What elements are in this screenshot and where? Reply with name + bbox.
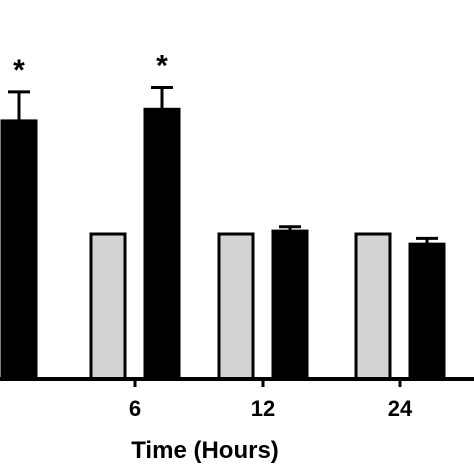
bar-24-series-2 [408, 242, 446, 381]
error-bars-layer [8, 86, 438, 245]
bar-24-series-1 [354, 232, 392, 381]
error-bar-12-series-2 [279, 225, 301, 232]
bar-2-series-2 [0, 119, 38, 381]
x-axis-title: Time (Hours) [131, 437, 279, 464]
bar-6-series-1 [89, 232, 127, 381]
significance-marker-6: * [156, 50, 168, 83]
bars-layer [0, 107, 446, 381]
x-tick-label-24: 24 [388, 396, 413, 421]
significance-marker-2: * [13, 54, 25, 87]
x-tick-label-6: 6 [129, 396, 141, 421]
error-bar-2-series-2 [8, 90, 30, 121]
bar-12-series-2 [271, 229, 309, 381]
error-bar-6-series-2 [151, 86, 173, 110]
error-bar-24-series-2 [416, 236, 438, 245]
bar-12-series-1 [217, 232, 255, 381]
x-tick-labels: 261224 [129, 379, 413, 421]
significance-markers: * * [13, 50, 168, 87]
bar-6-series-2 [143, 107, 181, 381]
x-tick-label-12: 12 [251, 396, 275, 421]
